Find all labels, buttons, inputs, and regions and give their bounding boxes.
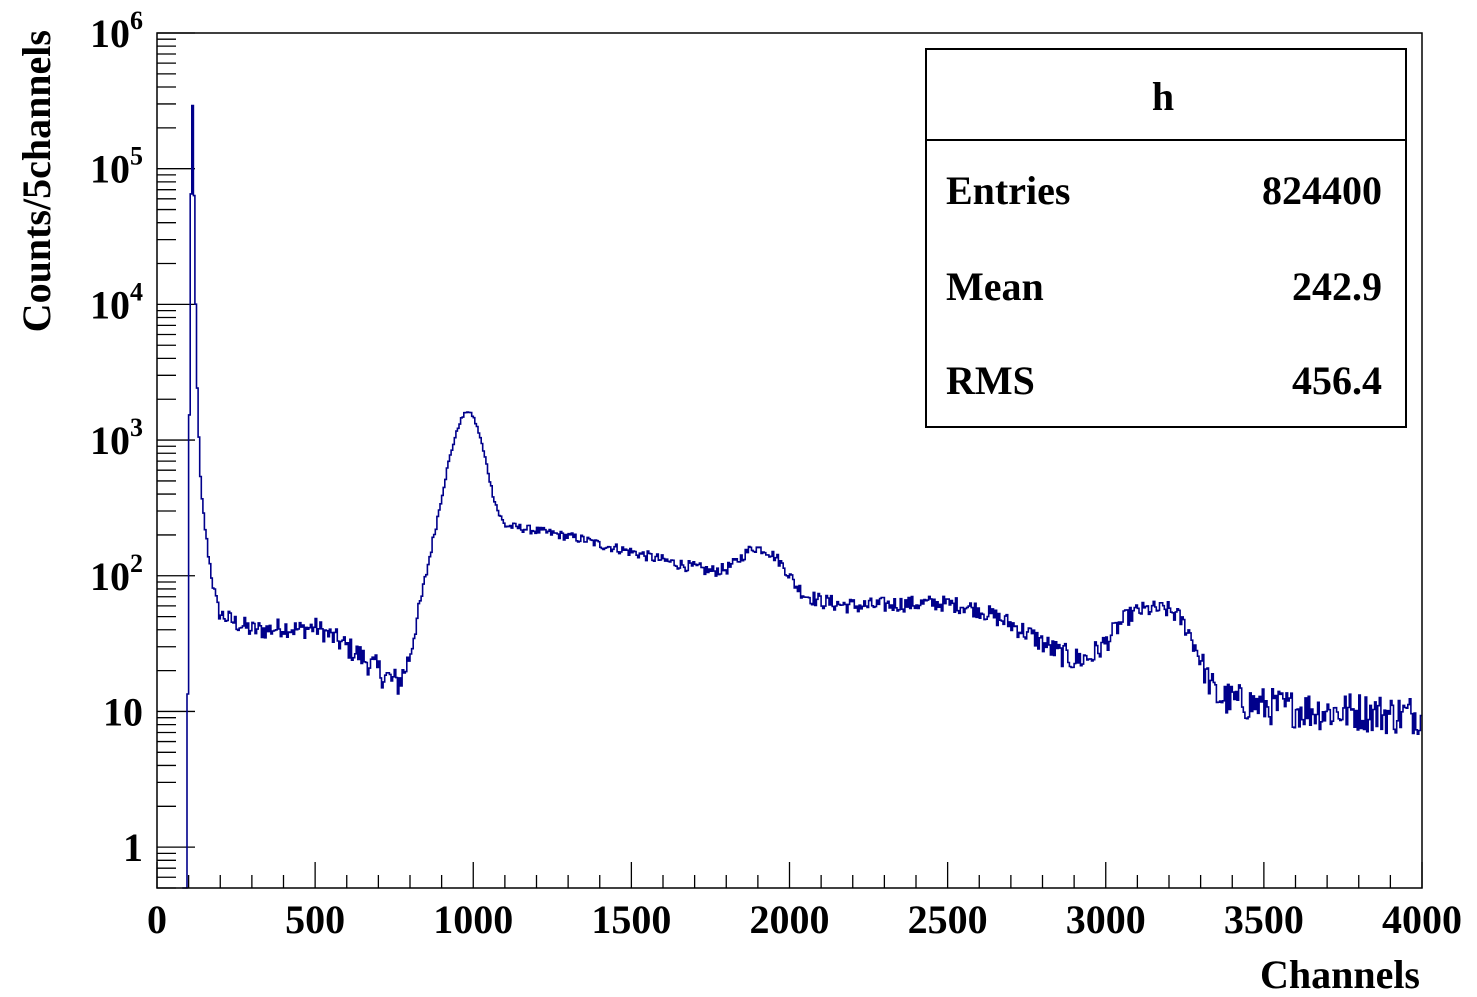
stats-rms-label: RMS [946, 358, 1035, 403]
stats-box-title: h [1152, 74, 1174, 119]
y-tick-labels: 1 10 102 103 104 105 106 [90, 6, 143, 870]
x-tick-label: 1000 [433, 897, 513, 942]
histogram-series-0 [182, 104, 1422, 889]
y-tick-label: 104 [90, 277, 143, 327]
x-tick-label: 1500 [591, 897, 671, 942]
y-axis-label: Counts/5channels [14, 30, 59, 332]
series-layer [182, 104, 1422, 889]
stats-entries-label: Entries [946, 168, 1070, 213]
stats-mean-value: 242.9 [1292, 264, 1382, 309]
x-tick-label: 3000 [1066, 897, 1146, 942]
y-tick-label: 10 [103, 689, 143, 734]
x-tick-labels: 0 500 1000 1500 2000 2500 3000 3500 4000 [147, 897, 1462, 942]
x-tick-label: 500 [285, 897, 345, 942]
stats-rms-value: 456.4 [1292, 358, 1382, 403]
stats-entries-value: 824400 [1262, 168, 1382, 213]
stats-mean-label: Mean [946, 264, 1044, 309]
axis-ticks [156, 32, 1423, 889]
y-tick-label: 1 [123, 825, 143, 870]
y-tick-label: 102 [90, 549, 143, 599]
x-axis-label: Channels [1260, 952, 1420, 997]
x-tick-label: 3500 [1224, 897, 1304, 942]
y-tick-label: 103 [90, 413, 143, 463]
x-tick-label: 0 [147, 897, 167, 942]
x-tick-label: 2000 [750, 897, 830, 942]
plot-frame [156, 32, 1423, 889]
stats-box-frame [925, 48, 1407, 428]
y-tick-label: 106 [90, 6, 143, 56]
x-tick-label: 2500 [908, 897, 988, 942]
stats-box: h Entries 824400 Mean 242.9 RMS 456.4 [925, 48, 1407, 428]
y-tick-label: 105 [90, 142, 143, 192]
x-tick-label: 4000 [1382, 897, 1462, 942]
